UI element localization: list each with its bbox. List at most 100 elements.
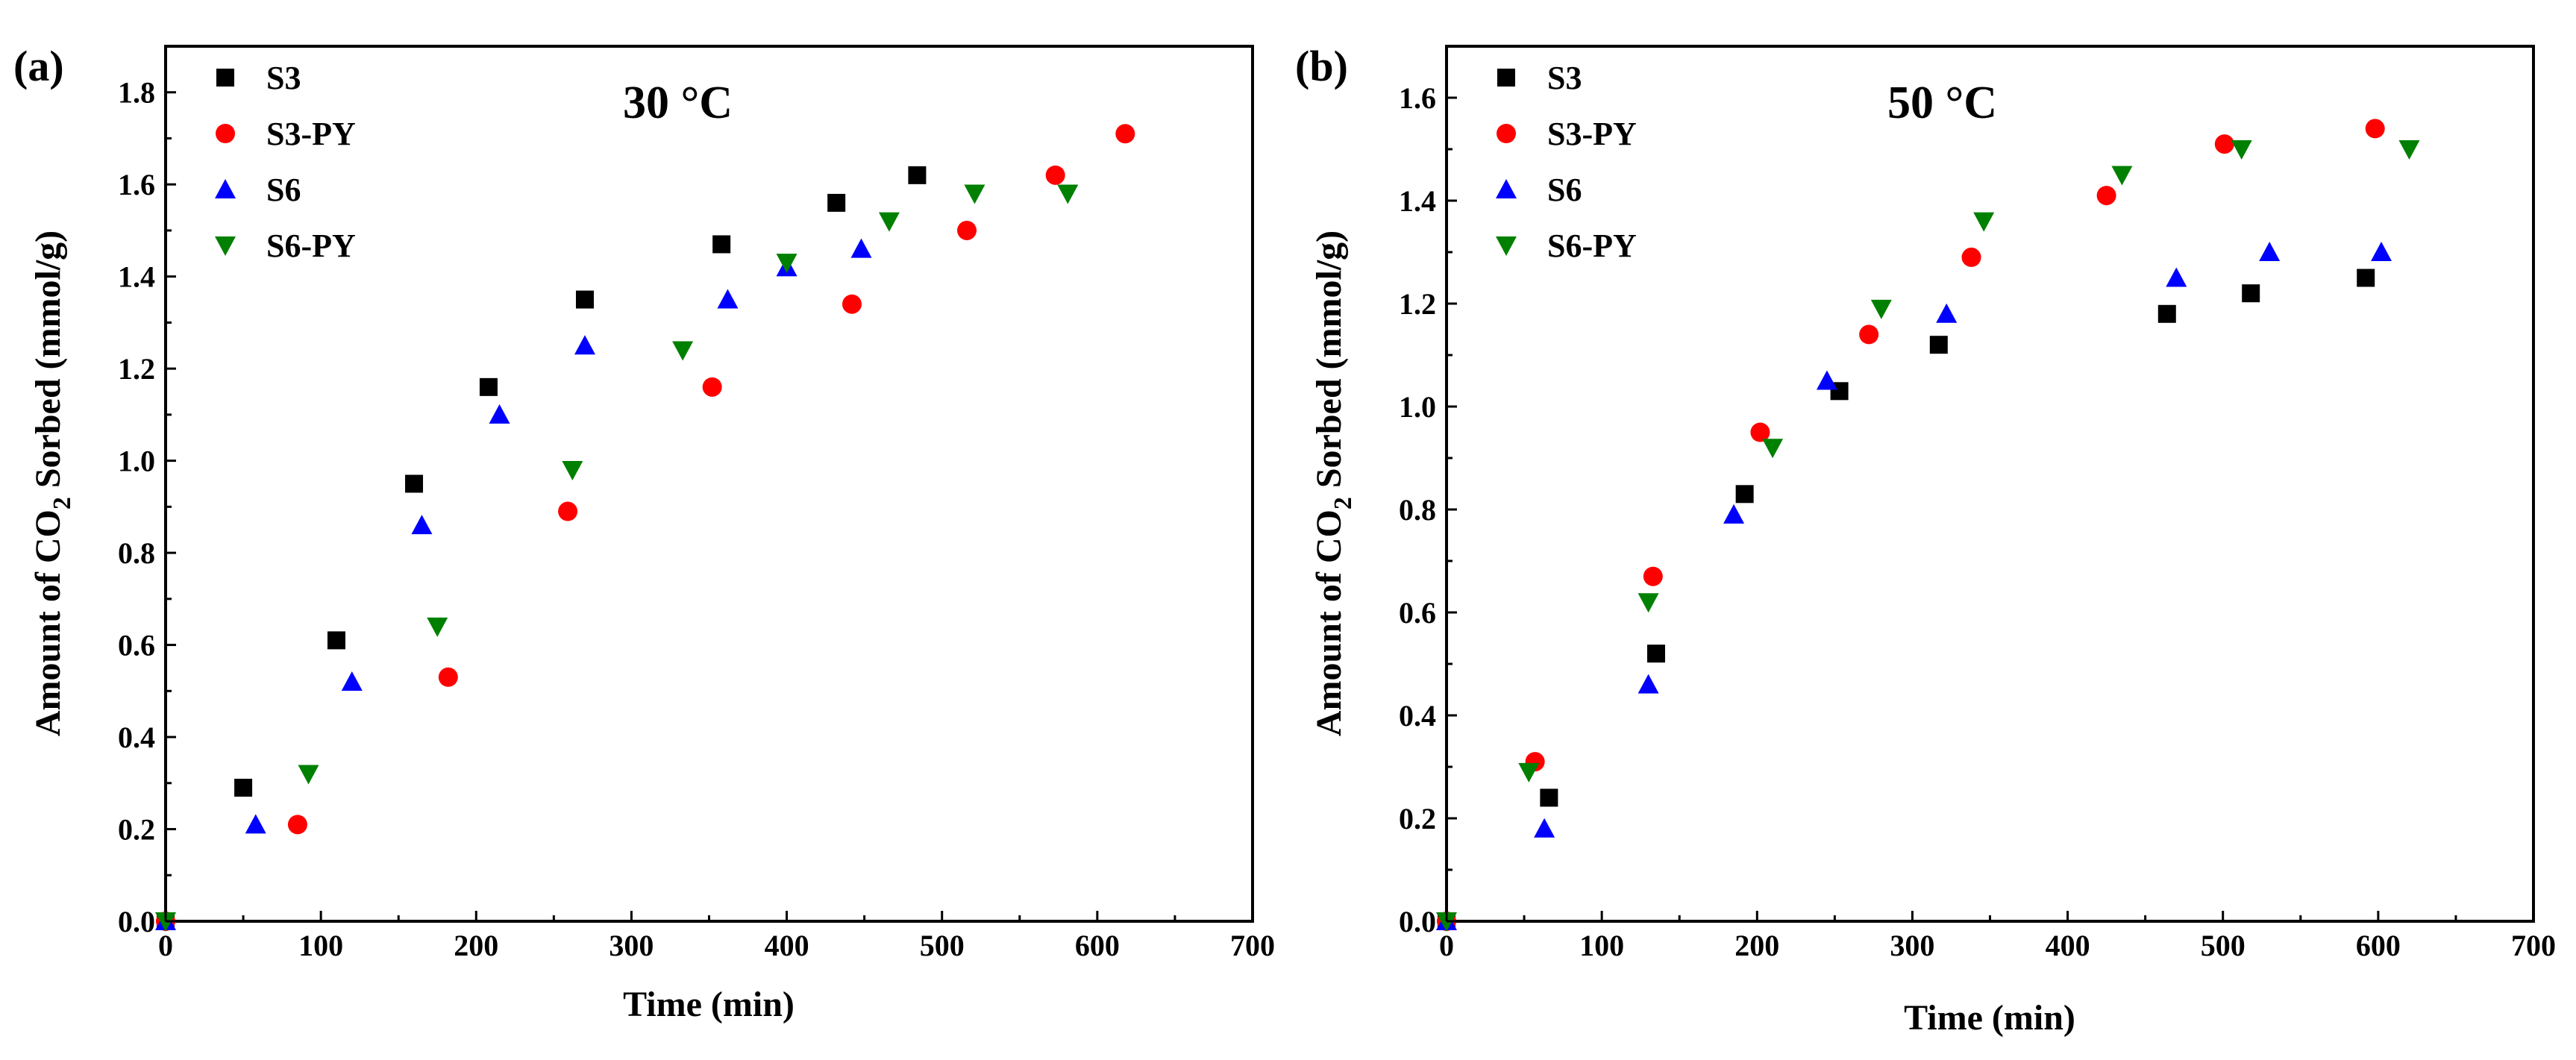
data-point-s3 xyxy=(1540,788,1558,807)
data-point-s3 xyxy=(827,193,846,212)
panel-a-legend-s6-py-label: S6-PY xyxy=(266,228,356,264)
x-tick-label: 700 xyxy=(2511,929,2556,962)
data-point-s3 xyxy=(1735,485,1754,504)
data-point-s3-py xyxy=(842,294,862,314)
chart-panel-b: (b) S3 S3-PY S6 S6-PY 50 °C 0 100 200 300 40… xyxy=(1295,42,2556,1038)
y-tick-label: 1.0 xyxy=(118,445,155,478)
data-point-s6 xyxy=(1638,674,1659,694)
data-point-s3 xyxy=(479,377,498,396)
legend-marker-s3 xyxy=(1497,69,1515,87)
panel-a-plot-frame xyxy=(164,45,1254,923)
y-tick-label: 1.4 xyxy=(118,260,155,294)
data-point-s3-py xyxy=(957,220,977,240)
panel-b-label: (b) xyxy=(1295,42,1348,90)
legend-marker-s3 xyxy=(216,69,234,87)
data-point-s3 xyxy=(327,631,345,650)
y-tick-label: 1.6 xyxy=(118,168,155,201)
data-point-s6-py xyxy=(2398,140,2420,160)
panel-b-y-axis-title-prefix: Amount of CO xyxy=(1309,509,1349,736)
panel-b-legend-s6: S6 xyxy=(1496,172,1582,208)
panel-b-legend-s3: S3 xyxy=(1497,60,1582,96)
data-point-s6 xyxy=(1534,818,1555,838)
series-s3 xyxy=(1438,269,2375,930)
panel-a-legend-s3-py-label: S3-PY xyxy=(266,116,356,152)
panel-a-y-axis-title-suffix: Sorbed (mmol/g) xyxy=(28,230,68,497)
x-tick-label: 200 xyxy=(454,929,498,962)
legend-symbol-s3-py xyxy=(1497,124,1516,143)
data-point-s6 xyxy=(245,814,266,834)
data-point-s3 xyxy=(1646,645,1665,663)
data-point-s3-py xyxy=(1643,566,1663,586)
data-point-s3 xyxy=(712,235,731,254)
panel-b-x-axis-title: Time (min) xyxy=(1904,998,2075,1038)
series-s3-py xyxy=(156,124,1135,931)
y-tick-label: 0.0 xyxy=(1399,905,1436,938)
y-tick-label: 0.6 xyxy=(118,629,155,662)
legend-symbol-s3 xyxy=(1497,69,1515,87)
data-point-s6-py xyxy=(1870,299,1892,319)
series-s6-py xyxy=(155,184,1079,932)
data-point-s6-py xyxy=(427,617,448,637)
legend-marker-s6 xyxy=(215,179,236,198)
panel-b-legend-s3-label: S3 xyxy=(1547,60,1582,96)
panel-b-legend-s3-py: S3-PY xyxy=(1497,116,1637,152)
x-tick-label: 0 xyxy=(1439,929,1454,962)
data-point-s6-py xyxy=(1973,212,1995,232)
data-point-s6-py xyxy=(298,765,319,785)
data-point-s3-py xyxy=(2214,134,2234,154)
legend-symbol-s6-py xyxy=(215,236,236,256)
data-point-s6-py xyxy=(562,460,583,480)
x-tick-label: 400 xyxy=(765,929,809,962)
series-s6-py xyxy=(1436,140,2420,932)
panel-b-temperature-annotation: 50 °C xyxy=(1887,78,1997,128)
y-tick-label: 1.0 xyxy=(1399,390,1436,424)
legend-marker-s6 xyxy=(1496,179,1517,198)
x-tick-label: 600 xyxy=(2356,929,2401,962)
y-tick-label: 0.4 xyxy=(1399,699,1436,733)
y-tick-label: 0.2 xyxy=(118,813,155,847)
data-point-s6 xyxy=(2259,242,2281,261)
data-point-s6 xyxy=(1723,504,1745,524)
y-tick-label: 0.0 xyxy=(118,905,155,938)
data-point-s6 xyxy=(341,671,363,691)
data-point-s3-py xyxy=(1859,324,1879,345)
panel-a-legend-s6-py: S6-PY xyxy=(215,228,356,264)
data-point-s6-py xyxy=(776,254,797,274)
data-point-s3 xyxy=(908,166,927,184)
x-tick-label: 500 xyxy=(2201,929,2246,962)
y-tick-label: 0.8 xyxy=(118,536,155,570)
panel-a-y-axis-title: Amount of CO2 Sorbed (mmol/g) xyxy=(28,230,76,736)
data-point-s6-py xyxy=(672,341,694,361)
y-tick-label: 0.4 xyxy=(118,721,155,754)
data-point-s3-py xyxy=(1750,422,1770,442)
panel-b-y-axis-title: Amount of CO2 Sorbed (mmol/g) xyxy=(1309,230,1357,736)
legend-symbol-s6-py xyxy=(1496,236,1517,256)
data-point-s6-py xyxy=(2231,140,2252,160)
chart-panel-a: (a) S3 S3-PY S6 S6-PY 30 °C 0 100 200 300 40… xyxy=(13,42,1275,1024)
panel-a-legend-s3: S3 xyxy=(216,60,301,96)
y-tick-label: 1.2 xyxy=(1399,287,1436,321)
x-tick-label: 300 xyxy=(609,929,654,962)
panel-a-y-axis-title-subscript: 2 xyxy=(48,497,76,509)
panel-b-legend-s6-py: S6-PY xyxy=(1496,228,1637,264)
series-s6 xyxy=(1436,242,2392,930)
panel-a-y-axis-title-prefix: Amount of CO xyxy=(28,509,68,736)
panel-b-legend-s6-label: S6 xyxy=(1547,172,1582,208)
data-point-s3-py xyxy=(287,815,307,835)
y-tick-label: 1.8 xyxy=(118,76,155,110)
data-point-s6-py xyxy=(964,184,985,204)
x-tick-label: 100 xyxy=(298,929,343,962)
data-point-s6-py xyxy=(1518,762,1540,783)
panel-b-data-points xyxy=(1436,119,2420,932)
y-tick-label: 1.4 xyxy=(1399,184,1436,218)
data-point-s3 xyxy=(575,290,594,309)
panel-b-plot-frame xyxy=(1445,45,2535,923)
panel-a-y-axis: 0.0 0.2 0.4 0.6 0.8 1.0 1.2 1.4 1.6 1.8 xyxy=(118,76,176,938)
x-tick-label: 200 xyxy=(1734,929,1779,962)
data-point-s6 xyxy=(2371,242,2392,261)
panel-a-x-axis: 0 100 200 300 400 500 600 700 xyxy=(158,911,1275,962)
data-point-s6-py xyxy=(1057,184,1079,204)
y-tick-label: 0.2 xyxy=(1399,802,1436,835)
data-point-s3-py xyxy=(438,667,458,687)
